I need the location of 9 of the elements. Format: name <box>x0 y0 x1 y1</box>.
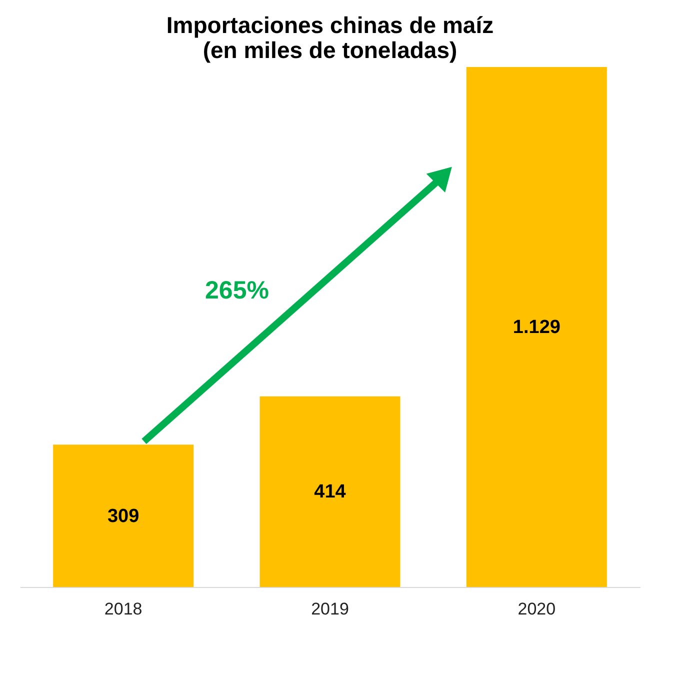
text: (en miles de toneladas) <box>202 37 458 63</box>
annotation: 265% <box>205 276 269 305</box>
data-label: 414 <box>314 482 346 503</box>
text: Importaciones chinas de maíz <box>166 12 494 38</box>
x-tick-label: 2020 <box>518 600 556 618</box>
x-tick-label: 2018 <box>104 600 142 618</box>
x-tick-label: 2019 <box>311 600 349 618</box>
data-label: 1.129 <box>512 317 560 338</box>
data-label: 309 <box>107 506 140 527</box>
